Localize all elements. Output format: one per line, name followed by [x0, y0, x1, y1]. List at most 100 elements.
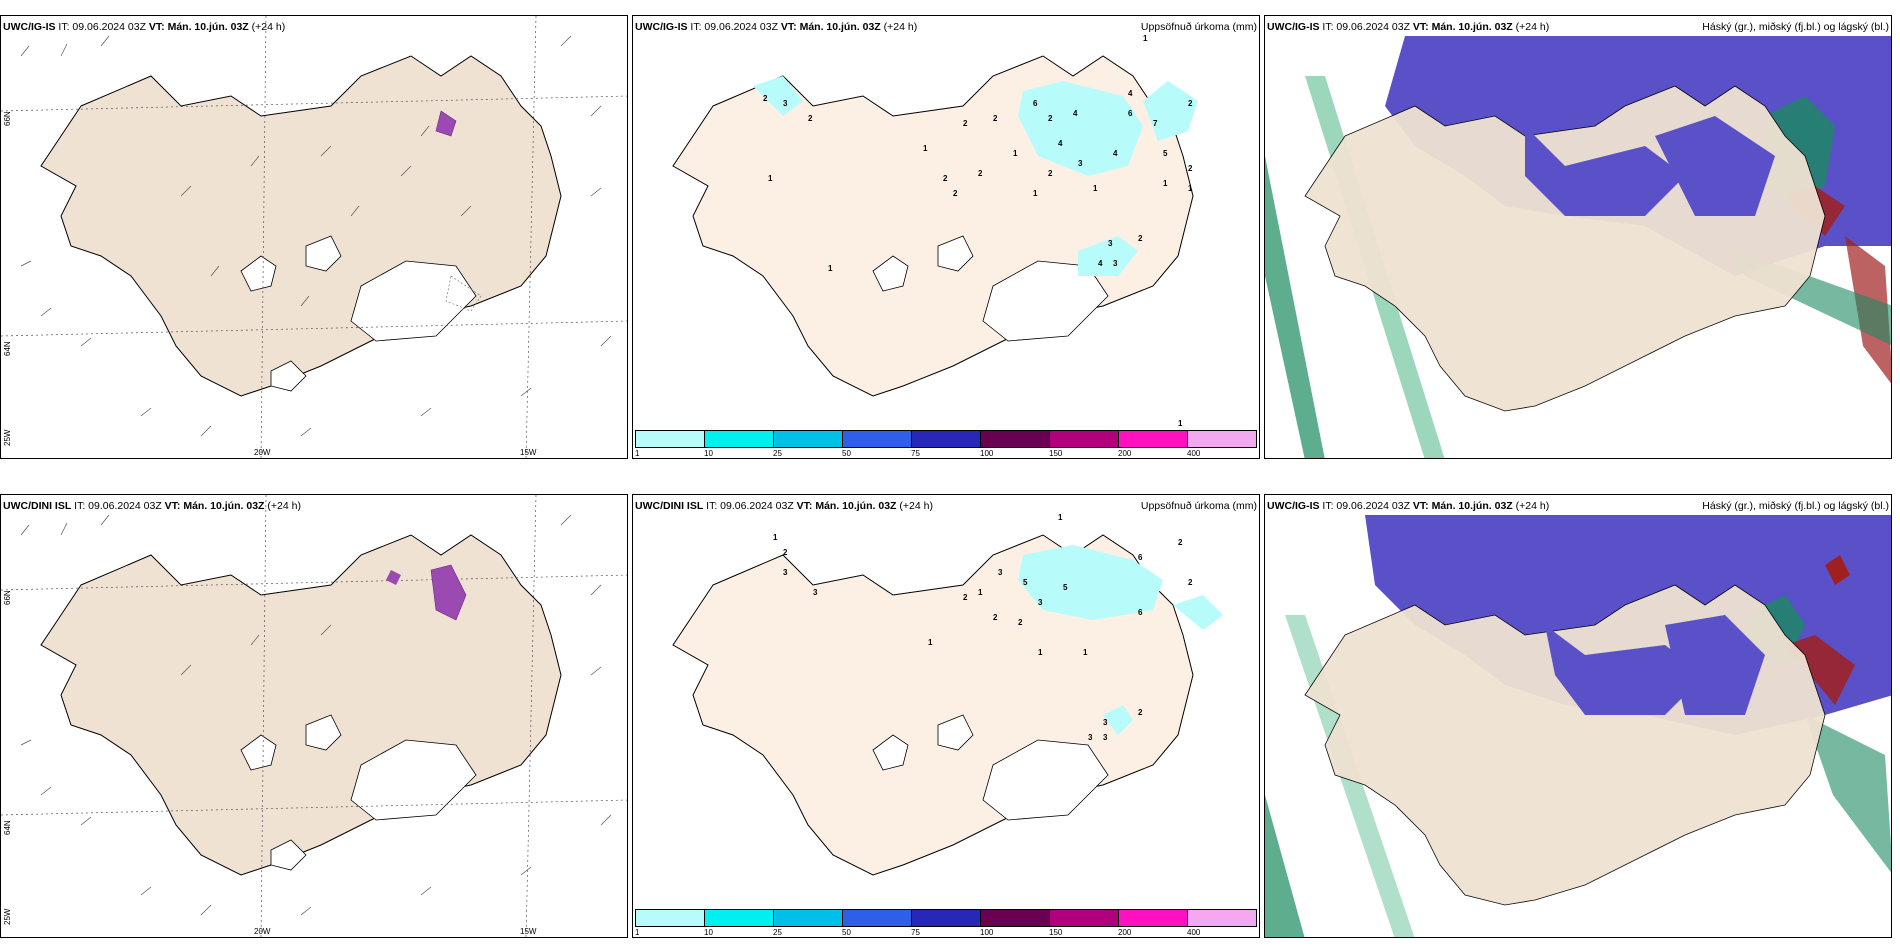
colorbar-tick: 75	[911, 928, 920, 937]
colorbar-ticks: 1 10 25 50 75 100 150 200 400	[635, 448, 1257, 458]
colorbar-tick: 25	[773, 928, 782, 937]
precip-value: 2	[1178, 538, 1183, 547]
lon-label-15w: 15W	[520, 448, 537, 457]
issue-time: IT: 09.06.2024 03Z	[706, 500, 794, 512]
colorbar-ticks: 1 10 25 50 75 100 150 200 400	[635, 927, 1257, 937]
wind-map-bottom: UWC/DINI ISL IT: 09.06.2024 03Z VT: Mán.…	[0, 494, 628, 938]
wind-header: UWC/DINI ISL IT: 09.06.2024 03Z VT: Mán.…	[3, 500, 301, 512]
precip-value: 1	[1083, 648, 1088, 657]
model-name: UWC/DINI ISL	[635, 500, 704, 512]
model-name: UWC/IG-IS	[635, 21, 688, 33]
precip-value: 1	[828, 264, 833, 273]
colorbar-segment	[1119, 431, 1188, 447]
precip-value: 2	[1138, 234, 1143, 243]
precip-header: UWC/IG-IS IT: 09.06.2024 03Z VT: Mán. 10…	[635, 21, 917, 33]
colorbar-tick: 50	[842, 449, 851, 458]
precip-value: 6	[1128, 109, 1133, 118]
colorbar-tick: 200	[1118, 928, 1132, 937]
precip-value: 2	[783, 548, 788, 557]
precip-value: 5	[1163, 149, 1168, 158]
precip-value: 2	[1188, 578, 1193, 587]
colorbar-segment	[912, 910, 981, 926]
precip-value: 3	[1038, 598, 1043, 607]
precip-value: 3	[783, 99, 788, 108]
precip-labels: 1 1 2 3 3 2 1 3 5 5 6 2 6 2 2 2 3 1 1 1 …	[773, 513, 1193, 742]
valid-time: VT: Mán. 10.jún. 03Z	[796, 500, 897, 512]
colorbar-segment	[843, 910, 912, 926]
precip-value: 3	[1113, 259, 1118, 268]
lead-time: (+24 h)	[883, 21, 918, 33]
model-name: UWC/DINI ISL	[3, 500, 72, 512]
precip-value: 3	[1103, 733, 1108, 742]
model-name: UWC/IG-IS	[1267, 500, 1320, 512]
precip-value: 2	[978, 169, 983, 178]
precip-value: 3	[998, 568, 1003, 577]
colorbar-tick: 150	[1049, 449, 1063, 458]
precip-value: 6	[1138, 553, 1143, 562]
model-name: UWC/IG-IS	[3, 21, 56, 33]
lat-label-66n: 66N	[3, 590, 12, 605]
precip-value: 2	[1018, 618, 1023, 627]
model-name: UWC/IG-IS	[1267, 21, 1320, 33]
precip-value: 4	[1128, 89, 1133, 98]
cloud-title: Háský (gr.), miðský (fj.bl.) og lágský (…	[1702, 21, 1889, 33]
lead-time: (+24 h)	[251, 21, 286, 33]
precip-value: 6	[1138, 608, 1143, 617]
iceland-cloud-map	[1265, 16, 1891, 458]
iceland-wind-map	[1, 495, 627, 937]
wind-barbs	[20, 35, 612, 437]
precip-value: 5	[1023, 578, 1028, 587]
precip-map-top: 2 3 2 1 1 6 4 4 6 7 2 2 2 1 4 2 3 4 5 2 …	[632, 15, 1260, 459]
colorbar-tick: 50	[842, 928, 851, 937]
lat-label-66n: 66N	[3, 111, 12, 126]
precip-value: 1	[1178, 419, 1183, 428]
precip-value: 2	[1188, 99, 1193, 108]
colorbar-segment	[774, 910, 843, 926]
colorbar-tick: 10	[704, 449, 713, 458]
iceland-wind-map	[1, 16, 627, 458]
precip-value: 1	[1188, 184, 1193, 193]
precip-value: 3	[1078, 159, 1083, 168]
colorbar-segment	[1188, 431, 1256, 447]
issue-time: IT: 09.06.2024 03Z	[74, 500, 162, 512]
colorbar-segment	[636, 910, 705, 926]
lead-time: (+24 h)	[899, 500, 933, 512]
precip-value: 1	[1093, 184, 1098, 193]
precip-value: 1	[928, 638, 933, 647]
wind-header: UWC/IG-IS IT: 09.06.2024 03Z VT: Mán. 10…	[3, 21, 285, 33]
iceland-precip-map: 1 1 2 3 3 2 1 3 5 5 6 2 6 2 2 2 3 1 1 1 …	[672, 513, 1223, 876]
precip-value: 1	[1163, 179, 1168, 188]
precip-value: 3	[1108, 239, 1113, 248]
precip-value: 1	[1013, 149, 1018, 158]
colorbar-segment	[843, 431, 912, 447]
valid-time: VT: Mán. 10.jún. 03Z	[164, 500, 265, 512]
precip-map-bottom: 1 1 2 3 3 2 1 3 5 5 6 2 6 2 2 2 3 1 1 1 …	[632, 494, 1260, 938]
precip-value: 1	[1033, 189, 1038, 198]
precip-value: 5	[1063, 583, 1068, 592]
precip-value: 2	[963, 593, 968, 602]
precip-value: 2	[1138, 708, 1143, 717]
colorbar-segment	[774, 431, 843, 447]
precip-title: Uppsöfnuð úrkoma (mm)	[1140, 21, 1257, 33]
colorbar-tick: 1	[635, 928, 640, 937]
precip-value: 1	[773, 533, 778, 542]
precip-value: 4	[1058, 139, 1063, 148]
precip-value: 1	[1058, 513, 1063, 522]
colorbar-tick: 400	[1187, 449, 1201, 458]
cloud-map-bottom: UWC/IG-IS IT: 09.06.2024 03Z VT: Mán. 10…	[1264, 494, 1892, 938]
lead-time: (+24 h)	[1515, 500, 1550, 512]
precip-colorbar	[635, 909, 1257, 927]
colorbar-segment	[1188, 910, 1256, 926]
lon-label-20w: 20W	[254, 927, 271, 936]
colorbar-segment	[1119, 910, 1188, 926]
precip-value: 2	[943, 174, 948, 183]
precip-value: 4	[1098, 259, 1103, 268]
cloud-title: Háský (gr.), miðský (fj.bl.) og lágský (…	[1702, 500, 1889, 512]
valid-time: VT: Mán. 10.jún. 03Z	[1412, 500, 1513, 512]
precip-value: 6	[1033, 99, 1038, 108]
colorbar-segment	[636, 431, 705, 447]
iceland-cloud-map	[1265, 495, 1891, 937]
lead-time: (+24 h)	[1515, 21, 1550, 33]
precip-value: 2	[808, 114, 813, 123]
colorbar-segment	[981, 431, 1050, 447]
